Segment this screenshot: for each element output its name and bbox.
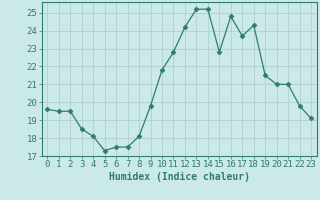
X-axis label: Humidex (Indice chaleur): Humidex (Indice chaleur) bbox=[109, 172, 250, 182]
